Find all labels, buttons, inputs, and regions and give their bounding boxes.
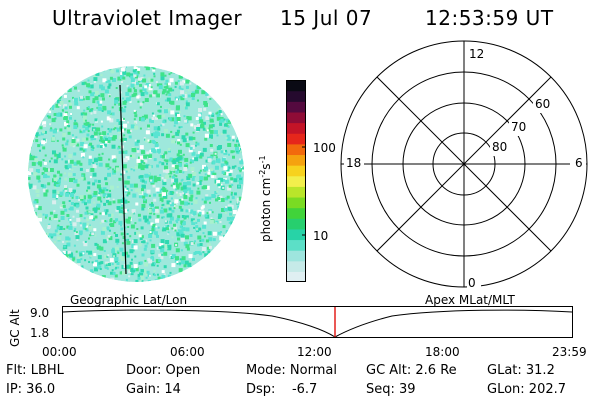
colorbar-tick-10: 10 bbox=[313, 229, 329, 243]
instrument-title: Ultraviolet Imager bbox=[52, 6, 243, 30]
timeline-right-label: Apex MLat/MLT bbox=[425, 293, 515, 307]
seq-info: Seq: 39 bbox=[366, 382, 416, 397]
colorbar-unit-label: photon cm-2s-1 bbox=[258, 155, 273, 242]
lat-label-70: 70 bbox=[511, 120, 527, 134]
lat-label-60: 60 bbox=[535, 97, 551, 111]
timeline-axis-title: GC Alt bbox=[8, 309, 22, 347]
mlt-label-0: 0 bbox=[468, 276, 476, 290]
mlt-label-12: 12 bbox=[469, 47, 485, 61]
timeline-plot bbox=[62, 306, 573, 338]
timeline-xtick-1800: 18:00 bbox=[425, 345, 460, 359]
polar-grid bbox=[340, 40, 588, 288]
timeline-ytick-bottom: 1.8 bbox=[30, 326, 50, 340]
date-label: 15 Jul 07 bbox=[280, 6, 373, 30]
time-label: 12:53:59 UT bbox=[425, 6, 554, 30]
door-info: Door: Open bbox=[126, 363, 201, 378]
timeline-xtick-0000: 00:00 bbox=[42, 345, 77, 359]
gc-alt-curve bbox=[62, 309, 573, 338]
glon-info: GLon: 202.7 bbox=[487, 382, 567, 397]
timeline-left-label: Geographic Lat/Lon bbox=[70, 293, 188, 307]
filter-info: Flt: LBHL bbox=[6, 363, 64, 378]
colorbar bbox=[286, 80, 306, 282]
timeline-ytick-top: 9.0 bbox=[30, 306, 50, 320]
imager-disk bbox=[28, 66, 244, 282]
dsp-info: Dsp: -6.7 bbox=[246, 382, 318, 397]
mode-info: Mode: Normal bbox=[246, 363, 337, 378]
glat-info: GLat: 31.2 bbox=[487, 363, 555, 378]
gc-alt-info: GC Alt: 2.6 Re bbox=[366, 363, 457, 378]
mlt-label-6: 6 bbox=[575, 156, 583, 170]
mlt-label-18: 18 bbox=[346, 156, 362, 170]
ip-info: IP: 36.0 bbox=[6, 382, 56, 397]
timeline-xtick-2359: 23:59 bbox=[552, 345, 587, 359]
colorbar-tick-100: 100 bbox=[313, 141, 336, 155]
scan-line bbox=[119, 84, 127, 275]
timeline-xtick-1200: 12:00 bbox=[297, 345, 332, 359]
gain-info: Gain: 14 bbox=[126, 382, 181, 397]
lat-label-80: 80 bbox=[492, 140, 508, 154]
timeline-xtick-0600: 06:00 bbox=[170, 345, 205, 359]
